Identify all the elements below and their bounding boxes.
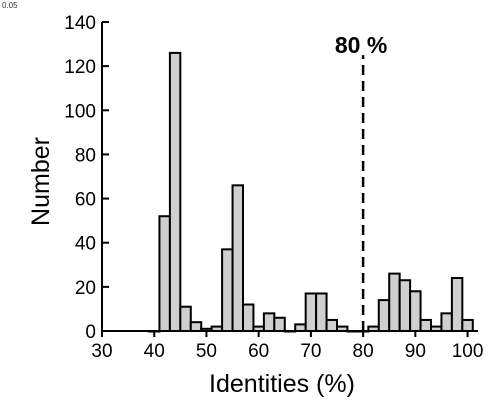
histogram-bar	[419, 318, 432, 333]
histogram-bar	[367, 325, 380, 333]
histogram-bar	[450, 277, 464, 332]
y-tick-label: 20	[75, 278, 96, 299]
histogram-bar	[262, 312, 276, 333]
x-tick-label: 70	[300, 341, 321, 362]
x-axis: 30 40 50 60 70 80 90 100	[91, 330, 484, 362]
x-tick-label: 80	[353, 341, 374, 362]
y-tick-label: 40	[75, 234, 96, 255]
histogram-bar	[158, 215, 171, 333]
histogram-bar	[231, 184, 245, 332]
x-tick-label: 60	[248, 341, 269, 362]
y-axis: 0 20 40 60 80 100 120 140	[64, 13, 109, 343]
histogram-bar	[189, 321, 203, 332]
histogram-bar	[398, 279, 412, 333]
y-tick-label: 140	[64, 13, 96, 34]
histogram-bar	[377, 299, 391, 333]
histogram-bar	[283, 330, 297, 333]
x-tick-label: 40	[144, 341, 165, 362]
x-axis-title: Identities (%)	[209, 370, 355, 398]
histogram-bar	[200, 327, 213, 332]
histogram-bar	[294, 323, 307, 332]
histogram-bar	[210, 325, 224, 333]
histogram-bar	[168, 51, 182, 333]
reference-line-label: 80 %	[335, 32, 387, 58]
histogram-bar	[430, 325, 443, 333]
x-tick-label: 100	[452, 341, 484, 362]
histogram-bar	[409, 290, 422, 332]
corner-mark: 0.05	[2, 1, 18, 10]
histogram-bar	[325, 318, 338, 333]
y-axis-title: Number	[27, 137, 55, 226]
x-tick-label: 50	[196, 341, 217, 362]
histogram-bar	[221, 248, 234, 332]
histogram-bar	[346, 330, 359, 333]
histogram-bar	[273, 316, 286, 332]
histogram-bar	[315, 292, 328, 333]
histogram-bar	[304, 292, 318, 333]
x-tick-label: 30	[91, 341, 112, 362]
histogram-bar	[461, 318, 474, 333]
histogram-bar	[388, 272, 401, 333]
histogram-bar	[356, 330, 370, 333]
histogram-bar	[148, 330, 161, 333]
y-tick-label: 60	[75, 190, 96, 211]
histogram-bar	[252, 325, 265, 333]
histogram-bar	[179, 305, 192, 333]
histogram-bar	[440, 312, 453, 333]
x-tick-label: 90	[405, 341, 426, 362]
y-tick-label: 0	[85, 322, 96, 343]
y-tick-label: 100	[64, 101, 96, 122]
reference-line-group: 80 %	[335, 32, 387, 331]
histogram-bar	[242, 303, 255, 332]
y-tick-label: 80	[75, 145, 96, 166]
y-tick-label: 120	[64, 57, 96, 78]
bars	[148, 51, 474, 333]
histogram-bar	[336, 325, 349, 333]
